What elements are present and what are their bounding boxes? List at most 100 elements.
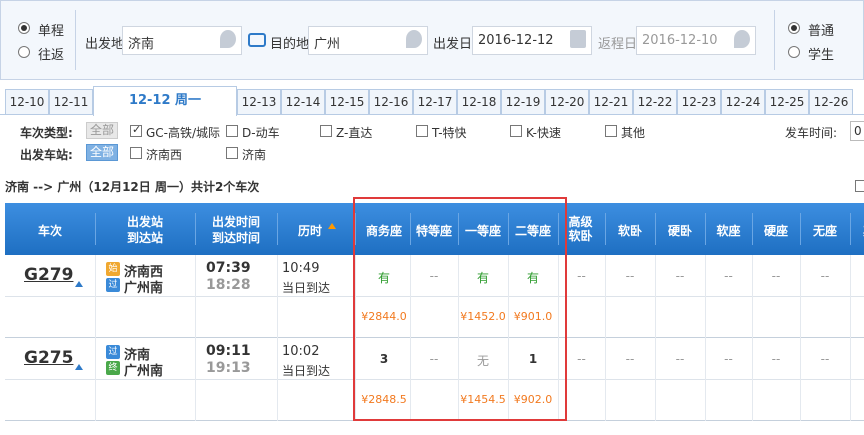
seat-availability: -- [429, 352, 439, 366]
cell-divider [752, 255, 753, 338]
seat-price: ¥2844.0 [361, 310, 407, 323]
cell-divider [410, 338, 411, 421]
filter-checkbox[interactable] [605, 125, 617, 137]
date-tab[interactable]: 12-23 [677, 89, 721, 115]
field-icon [570, 30, 586, 48]
filter-all-button[interactable]: 全部 [86, 122, 118, 139]
header-cell: 硬卧 [667, 224, 692, 238]
summary-checkbox[interactable] [855, 180, 864, 192]
filter-checkbox[interactable] [320, 125, 332, 137]
date-tab[interactable]: 12-13 [237, 89, 281, 115]
date-tab[interactable]: 12-18 [457, 89, 501, 115]
date-tab[interactable]: 12-10 [5, 89, 49, 115]
seat-availability: -- [625, 352, 635, 366]
cell-divider [752, 338, 753, 421]
date-tab[interactable]: 12-14 [281, 89, 325, 115]
depart-time: 09:11 [206, 343, 251, 359]
cell-divider [355, 255, 356, 338]
highlight-box [353, 197, 567, 421]
filter-checkbox[interactable] [130, 123, 142, 137]
depart-time: 07:39 [206, 260, 251, 276]
date-tab[interactable]: 12-11 [49, 89, 93, 115]
filter-all-button[interactable]: 全部 [86, 144, 118, 161]
seat-availability[interactable]: 1 [528, 352, 538, 366]
seat-price: ¥902.0 [513, 393, 553, 406]
header-divider [95, 213, 96, 245]
cell-divider [850, 255, 851, 338]
ticket-type-radio[interactable] [788, 22, 800, 34]
filter-option: Z-直达 [336, 126, 373, 140]
swap-icon[interactable] [248, 33, 266, 47]
header-divider [752, 213, 753, 245]
seat-availability: -- [429, 269, 439, 283]
trip-type-radio[interactable] [18, 22, 30, 34]
cell-divider [508, 338, 509, 421]
filter-checkbox[interactable] [226, 125, 238, 137]
header-divider [508, 213, 509, 245]
cell-divider [705, 255, 706, 338]
filter-checkbox[interactable] [226, 147, 238, 159]
header-divider [800, 213, 801, 245]
filter-checkbox[interactable] [416, 125, 428, 137]
station-badge: 始 [106, 262, 120, 276]
seat-price: ¥1452.0 [460, 310, 506, 323]
seat-availability[interactable]: 有 [377, 271, 390, 285]
ticket-type-label: 普通 [808, 24, 835, 39]
train-code[interactable]: G279 [24, 265, 74, 285]
date-tab[interactable]: 12-21 [589, 89, 633, 115]
header-cell: 软座 [716, 224, 741, 238]
header-divider [850, 213, 851, 245]
date-tab[interactable]: 12-15 [325, 89, 369, 115]
train-row [5, 255, 864, 297]
arrive-time: 18:28 [206, 277, 251, 293]
date-tab[interactable]: 12-24 [721, 89, 765, 115]
field-value: 2016-12-12 [478, 33, 554, 48]
date-tab[interactable]: 12-20 [545, 89, 589, 115]
date-tab[interactable]: 12-22 [633, 89, 677, 115]
date-tab[interactable]: 12-17 [413, 89, 457, 115]
ticket-type-radio[interactable] [788, 46, 800, 58]
seat-availability[interactable]: 3 [379, 352, 389, 366]
expand-arrow[interactable] [75, 281, 83, 287]
time-select[interactable]: 0 [850, 121, 864, 141]
date-tab[interactable]: 12-26 [809, 89, 853, 115]
trip-type-radio[interactable] [18, 46, 30, 58]
seat-availability[interactable]: 无 [476, 354, 489, 368]
cell-divider [655, 255, 656, 338]
seat-availability[interactable]: 有 [526, 271, 539, 285]
date-tab[interactable]: 12-16 [369, 89, 413, 115]
station-badge: 终 [106, 361, 120, 375]
seat-availability: -- [724, 352, 733, 366]
header-divider [195, 213, 196, 245]
from-station: 济南 [124, 348, 151, 363]
expand-arrow[interactable] [75, 364, 83, 370]
result-summary: 济南 --> 广州（12月12日 周一）共计2个车次 [5, 180, 260, 194]
date-tab[interactable]: 12-12 周一 [93, 86, 237, 116]
header-cell: 出发站 [126, 215, 163, 229]
header-cell: 到达站 [126, 231, 163, 245]
train-code[interactable]: G275 [24, 348, 74, 368]
cell-divider [850, 338, 851, 421]
table-header [5, 203, 864, 255]
cell-divider [705, 338, 706, 421]
filter-label: 出发车站: [20, 148, 73, 162]
header-cell: 到达时间 [211, 231, 260, 245]
cell-divider [195, 338, 196, 421]
cell-divider [508, 255, 509, 338]
header-cell: 出发时间 [211, 215, 260, 229]
ticket-type-label: 学生 [808, 48, 835, 63]
filter-checkbox[interactable] [130, 147, 142, 159]
date-tab[interactable]: 12-19 [501, 89, 545, 115]
seat-availability: -- [625, 269, 635, 283]
header-divider [705, 213, 706, 245]
filter-option: GC-高铁/城际 [146, 126, 221, 140]
cell-divider [195, 255, 196, 338]
date-tab[interactable]: 12-25 [765, 89, 809, 115]
seat-availability: -- [724, 269, 733, 283]
seat-availability[interactable]: 有 [476, 271, 489, 285]
header-cell: 无座 [812, 224, 837, 238]
filter-checkbox[interactable] [510, 125, 522, 137]
arrival-day: 当日到达 [282, 364, 331, 378]
header-divider [605, 213, 606, 245]
